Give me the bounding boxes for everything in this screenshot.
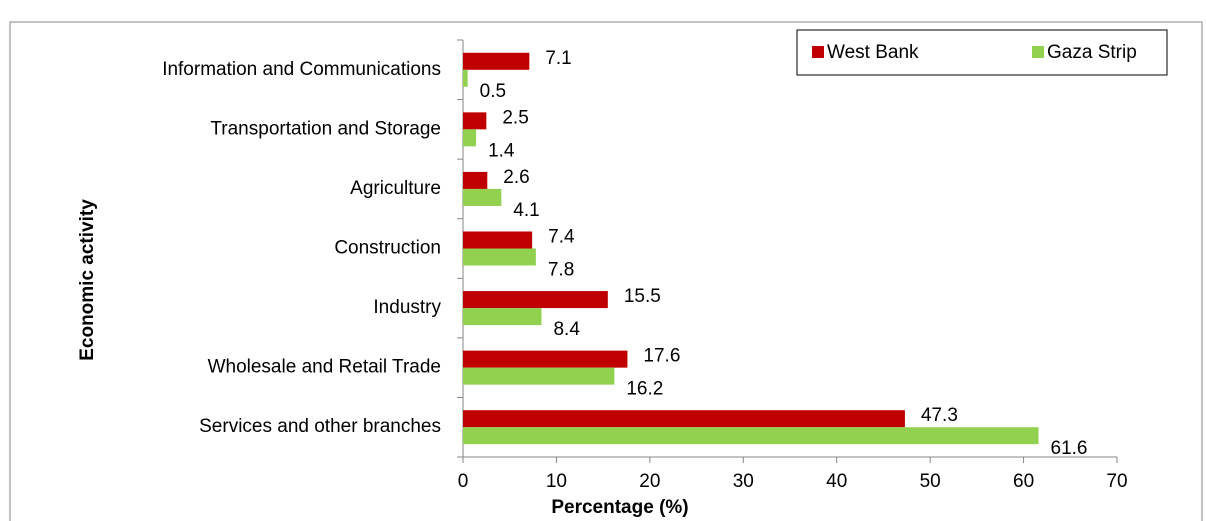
value-label: 2.6 xyxy=(503,167,529,188)
value-label: 61.6 xyxy=(1051,438,1088,459)
value-label: 15.5 xyxy=(624,286,661,307)
bar xyxy=(463,367,615,385)
y-tick-label: Construction xyxy=(334,238,441,259)
bar xyxy=(463,129,477,147)
value-label: 4.1 xyxy=(513,200,539,221)
bar xyxy=(463,350,628,368)
bar xyxy=(463,69,468,87)
legend-label: Gaza Strip xyxy=(1047,42,1137,63)
bar xyxy=(463,248,536,266)
x-tick-label: 30 xyxy=(733,471,754,492)
value-label: 7.4 xyxy=(548,227,575,248)
value-label: 17.6 xyxy=(643,346,680,367)
x-tick-label: 40 xyxy=(826,471,847,492)
value-label: 8.4 xyxy=(553,319,580,340)
bar xyxy=(463,308,542,326)
value-label: 2.5 xyxy=(502,107,528,128)
y-tick-label: Agriculture xyxy=(350,178,441,199)
x-tick-label: 70 xyxy=(1106,471,1127,492)
x-tick-label: 50 xyxy=(920,471,941,492)
legend-swatch xyxy=(812,46,824,58)
y-axis-title: Economic activity xyxy=(77,199,98,361)
value-label: 47.3 xyxy=(921,405,958,426)
value-label: 0.5 xyxy=(480,81,506,102)
legend-swatch xyxy=(1032,46,1044,58)
y-tick-label: Industry xyxy=(373,297,441,318)
value-label: 7.8 xyxy=(548,260,574,281)
value-label: 16.2 xyxy=(626,379,663,400)
bar xyxy=(463,291,608,309)
value-label: 7.1 xyxy=(545,48,571,69)
chart-frame xyxy=(9,21,1203,521)
y-tick-label: Transportation and Storage xyxy=(210,118,441,139)
bar xyxy=(463,52,530,70)
bar xyxy=(463,188,502,206)
y-tick-label: Services and other branches xyxy=(199,416,441,437)
bar xyxy=(463,410,905,428)
bar xyxy=(463,427,1039,445)
legend-label: West Bank xyxy=(827,42,919,63)
bar xyxy=(463,231,533,249)
bar xyxy=(463,171,488,189)
y-tick-label: Information and Communications xyxy=(162,59,441,80)
y-tick-label: Wholesale and Retail Trade xyxy=(208,357,441,378)
value-label: 1.4 xyxy=(488,140,515,161)
bar xyxy=(463,112,487,130)
x-tick-label: 10 xyxy=(546,471,567,492)
x-tick-label: 60 xyxy=(1013,471,1034,492)
x-tick-label: 0 xyxy=(458,471,469,492)
x-tick-label: 20 xyxy=(639,471,660,492)
legend-box xyxy=(796,29,1168,76)
x-axis-title: Percentage (%) xyxy=(551,497,688,518)
